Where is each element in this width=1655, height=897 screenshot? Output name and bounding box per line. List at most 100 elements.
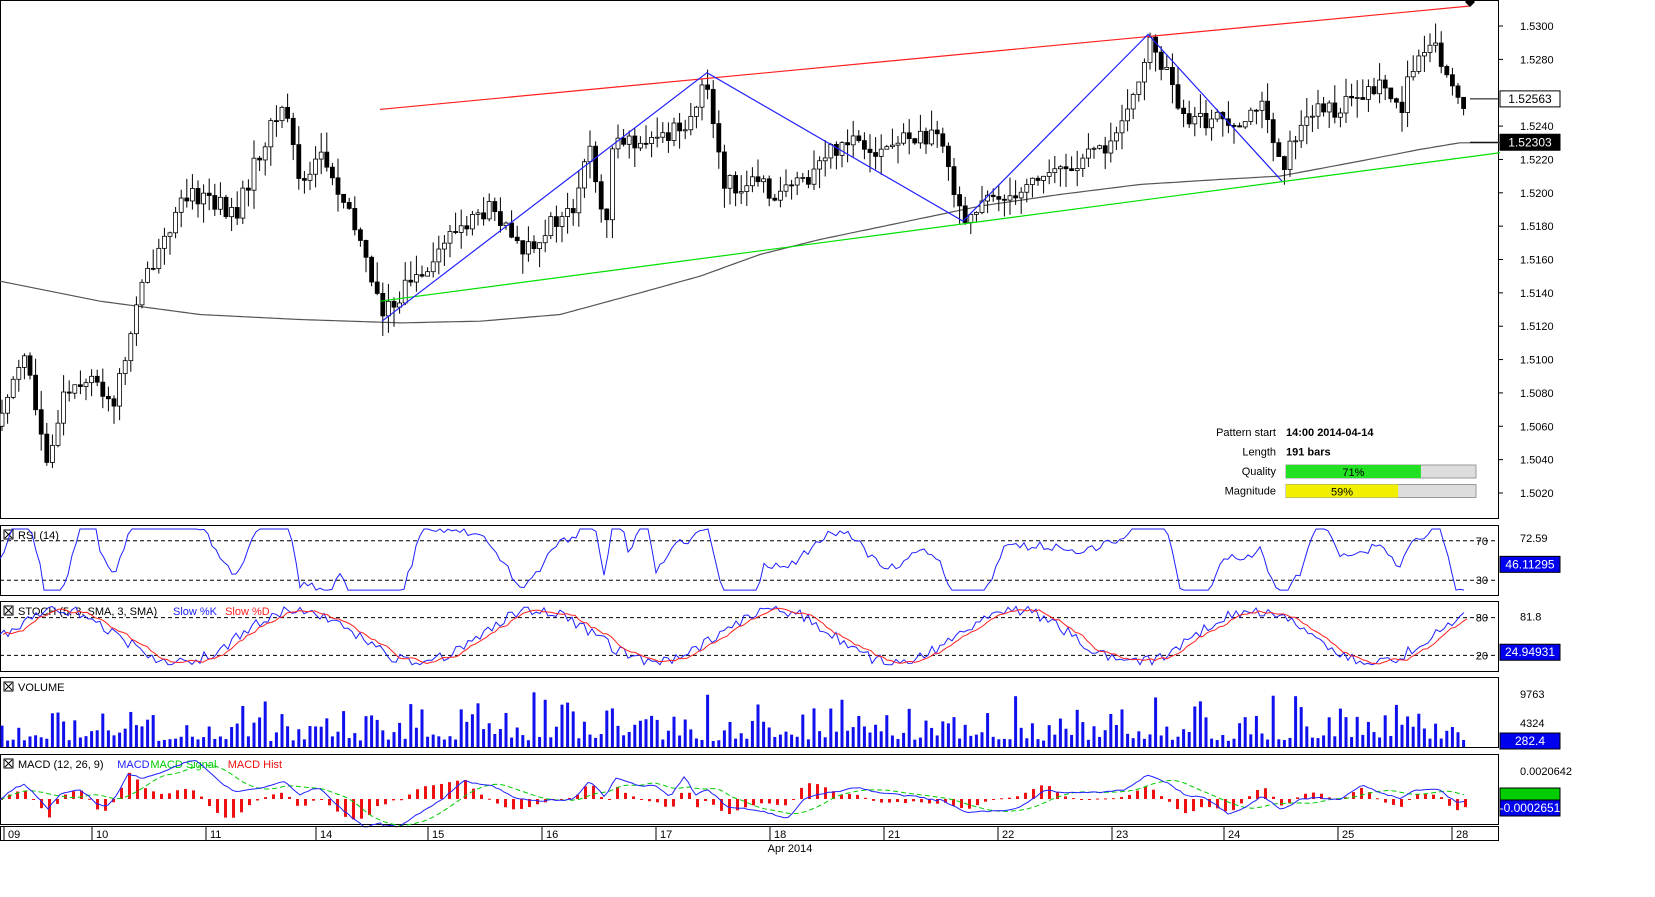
macd-hist-bar [752,799,755,806]
candle [660,122,666,144]
channel-end-marker [1465,0,1475,8]
candle-body [1130,94,1136,110]
volume-bar [420,709,424,747]
macd-hist-bar [32,799,35,800]
volume-bar [482,729,486,747]
candle-body [934,129,940,135]
candle-body [128,333,134,362]
macd-hist-bar [424,786,427,799]
volume-bar [1215,740,1219,747]
candle-body [957,194,962,207]
price-tick-label: 1.5240 [1520,121,1554,133]
volume-bar [1305,726,1309,747]
candle [408,261,414,287]
volume-bar [1333,736,1337,747]
macd-value-tag-box [1499,799,1561,817]
candle [1394,97,1399,109]
volume-bar [907,708,911,747]
candle [145,261,151,284]
candle [901,123,906,146]
volume-bar [1075,709,1079,747]
volume-bar [302,739,306,747]
candle-body [139,281,145,306]
macd-hist-bar [936,799,939,804]
macd-hist-bar [1376,798,1379,800]
macd-hist-bar [296,799,299,806]
candle-body [1052,168,1058,173]
candle-body [38,409,44,435]
volume-bar [498,729,502,747]
macd-hist-bar [968,799,971,809]
macd-hist-bar [432,785,435,799]
volume-bar [140,726,144,747]
candle [845,129,850,163]
volume-bar [672,716,676,747]
candle [128,331,134,372]
macd-hist-bar [1320,793,1323,799]
candle-body [1209,118,1214,129]
candle [1181,99,1186,128]
ma-price-tag: 1.52303 [1470,133,1561,151]
candle-body [161,235,167,249]
candle [139,279,145,309]
candle [610,146,615,239]
macd-hist-bar [464,779,467,799]
macd-side-label: 0.0020642 [1520,766,1572,778]
volume-bar [17,727,21,747]
candle-body [189,188,195,202]
candle-body [873,152,878,157]
candle-body [453,231,459,233]
volume-bar [1282,739,1286,747]
macd-hist-bar [472,788,475,799]
volume-bar [151,715,155,747]
macd-hist-bar [1256,789,1259,799]
candle-body [206,192,212,196]
volume-bar [1361,734,1365,747]
macd-hist-bar [1216,799,1219,809]
candle-body [50,444,55,463]
volume-bar [0,725,4,747]
candle-body [380,293,386,317]
candle-body [990,194,996,197]
rsi-side-label: 72.59 [1520,533,1548,545]
macd-hist-bar [440,783,443,799]
macd-hist-bar [1200,799,1203,808]
macd-hist-bar [368,799,371,816]
volume-bar [403,738,407,747]
candle-body [436,248,442,263]
candle [1259,91,1265,129]
volume-bar [347,738,351,747]
candle [1237,122,1242,128]
candle [1444,64,1450,78]
volume-bar [526,740,530,747]
candle-body [150,267,156,270]
volume-bar [1299,707,1303,747]
candle [548,212,554,240]
macd-hist-bar [872,799,875,801]
candle [1455,83,1461,104]
volume-bar [11,739,15,747]
candle [738,175,744,205]
candle [66,380,72,402]
candle-body [806,177,811,185]
candle-body [974,212,979,215]
volume-bar [90,731,94,747]
volume-bar [890,735,894,747]
macd-signal-line [0,764,1465,826]
macd-value-tag-text: -0.0002651 [1500,801,1561,815]
candle-body [598,181,604,210]
last-price-tag: 1.52563 [1470,90,1561,108]
candle-body [604,208,610,221]
candle-body [21,355,27,368]
volume-value-tag-text: 282.4 [1515,734,1545,748]
macd-hist-bar [504,799,507,808]
volume-bar [986,713,990,747]
candle-body [106,395,111,400]
macd-hist-bar [1240,799,1243,804]
volume-side-label: 9763 [1520,689,1544,701]
volume-bar [1165,726,1169,747]
macd-hist-bar [1280,799,1283,806]
candle [1422,35,1427,72]
candle-body [245,187,251,191]
volume-bar [1036,739,1040,747]
